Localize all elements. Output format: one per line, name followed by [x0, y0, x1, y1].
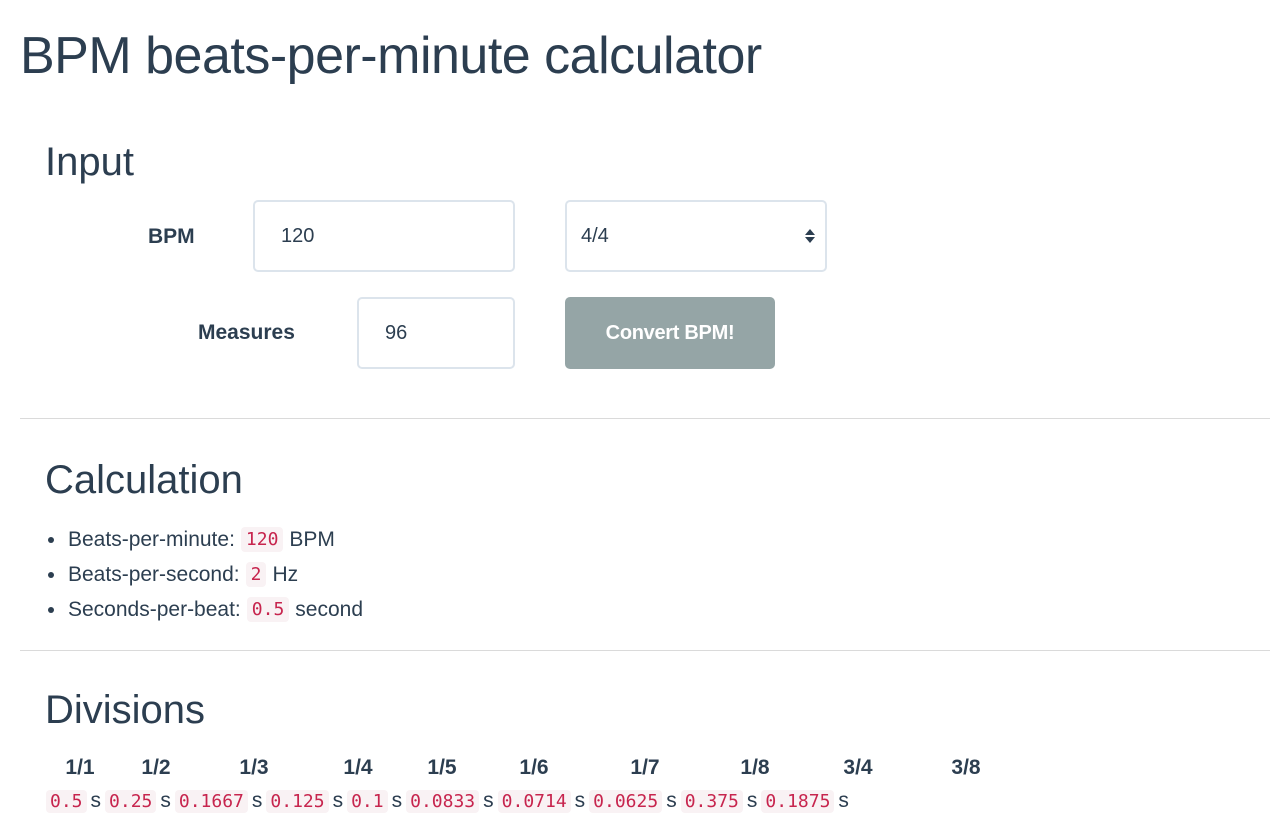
calculation-list: Beats-per-minute: 120 BPM Beats-per-seco…	[48, 522, 363, 627]
division-seconds: 0.1875	[761, 789, 835, 813]
division-unit: s	[838, 789, 849, 812]
calc-unit: second	[295, 597, 364, 621]
division-unit: s	[160, 789, 171, 812]
division-header: 3/4	[843, 756, 873, 779]
divider	[20, 650, 1270, 651]
divisions-heading: Divisions	[45, 688, 206, 732]
calc-label: Beats-per-second:	[68, 562, 240, 586]
division-unit: s	[666, 789, 677, 812]
division-unit: s	[251, 789, 263, 812]
list-item: Seconds-per-beat: 0.5 second	[48, 592, 363, 627]
calc-value: 2	[245, 562, 267, 587]
time-signature-value: 4/4	[581, 224, 609, 247]
division-seconds: 0.375	[680, 789, 743, 813]
division-header: 1/5	[427, 756, 457, 779]
list-item: Beats-per-minute: 120 BPM	[48, 522, 363, 557]
division-header: 1/1	[65, 756, 95, 779]
division-value: 0.5 s	[46, 789, 101, 813]
division-seconds: 0.1	[347, 789, 388, 813]
calc-label: Beats-per-minute:	[68, 527, 235, 551]
division-seconds: 0.0625	[589, 789, 663, 813]
division-header: 1/8	[740, 756, 770, 779]
input-heading: Input	[45, 140, 134, 184]
select-arrows-icon	[805, 229, 815, 243]
division-seconds: 0.125	[266, 789, 329, 813]
division-unit: s	[483, 789, 494, 812]
division-unit: s	[574, 789, 586, 812]
division-header: 1/4	[343, 756, 373, 779]
convert-bpm-button[interactable]: Convert BPM!	[565, 297, 775, 369]
division-value: 0.25 s	[105, 789, 171, 813]
division-unit: s	[746, 789, 758, 812]
division-seconds: 0.25	[105, 789, 157, 813]
measures-label: Measures	[198, 321, 295, 344]
bullet-icon	[48, 606, 54, 613]
division-value: 0.125 s	[266, 789, 343, 813]
calc-value: 120	[240, 527, 284, 552]
division-seconds: 0.5	[46, 789, 87, 813]
division-seconds: 0.0714	[497, 789, 571, 813]
divider	[20, 418, 1270, 419]
page-title: BPM beats-per-minute calculator	[20, 27, 762, 85]
division-value: 0.1 s	[347, 789, 402, 813]
measures-input[interactable]	[357, 297, 515, 369]
bullet-icon	[48, 536, 54, 543]
division-value: 0.0625 s	[589, 789, 677, 813]
time-signature-select[interactable]: 4/4	[565, 200, 827, 272]
list-item: Beats-per-second: 2 Hz	[48, 557, 363, 592]
division-header: 1/3	[239, 756, 269, 779]
division-value: 0.375 s	[680, 789, 758, 813]
bpm-label: BPM	[148, 225, 195, 248]
calc-unit: Hz	[272, 562, 299, 586]
calc-unit: BPM	[289, 527, 335, 551]
division-header: 1/6	[519, 756, 549, 779]
bpm-input[interactable]	[253, 200, 515, 272]
division-header: 1/7	[630, 756, 660, 779]
division-value: 0.0714 s	[497, 789, 586, 813]
division-unit: s	[332, 789, 344, 812]
calculation-heading: Calculation	[45, 458, 243, 502]
division-value: 0.1875 s	[761, 789, 849, 813]
divisions-header-row: 1/1 1/2 1/3 1/4 1/5 1/6 1/7 1/8 3/4 3/8	[0, 756, 1280, 782]
division-header: 3/8	[951, 756, 981, 779]
calc-value: 0.5	[246, 597, 290, 622]
calc-label: Seconds-per-beat:	[68, 597, 241, 621]
division-unit: s	[90, 789, 102, 812]
division-value: 0.0833 s	[406, 789, 494, 813]
bullet-icon	[48, 571, 54, 578]
division-unit: s	[391, 789, 403, 812]
division-seconds: 0.1667	[174, 789, 248, 813]
divisions-value-row: 0.5 s 0.25 s 0.1667 s 0.125 s 0.1 s 0.0833 s 0…	[46, 789, 853, 813]
division-header: 1/2	[141, 756, 171, 779]
division-value: 0.1667 s	[174, 789, 263, 813]
division-seconds: 0.0833	[406, 789, 480, 813]
